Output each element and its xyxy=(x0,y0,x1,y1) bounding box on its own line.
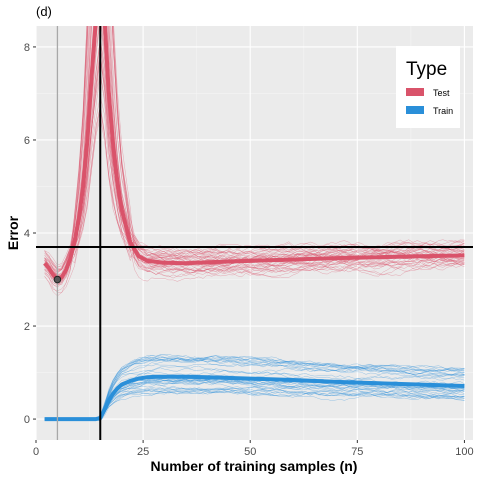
train-sample-curve xyxy=(44,354,465,420)
train-sample-curve xyxy=(44,365,465,420)
y-tick-label: 0 xyxy=(24,414,30,426)
panel-label: (d) xyxy=(36,4,52,19)
test-sample-curve xyxy=(44,109,465,297)
train-sample-curve xyxy=(44,386,465,420)
train-sample-curve xyxy=(44,357,465,420)
legend-label-test: Test xyxy=(433,88,450,98)
test-sample-curve xyxy=(44,73,465,283)
test-sample-curve xyxy=(44,96,465,286)
train-sample-curve xyxy=(44,354,465,420)
test-sample-curve xyxy=(44,26,465,275)
train-sample-curve xyxy=(44,386,465,420)
series-line-train xyxy=(44,374,465,422)
legend-title: Type xyxy=(406,59,447,80)
test-sample-curve xyxy=(44,26,465,268)
train-sample-curve xyxy=(44,355,465,420)
test-sample-curve xyxy=(44,26,465,292)
train-sample-curve xyxy=(44,358,465,420)
x-tick-label: 50 xyxy=(244,446,256,458)
test-sample-curve xyxy=(44,26,465,266)
train-sample-curve xyxy=(44,389,465,422)
train-sample-curve xyxy=(44,386,465,420)
train-sample-curve xyxy=(44,367,465,420)
series-lines xyxy=(43,26,465,422)
legend-label-train: Train xyxy=(433,106,453,116)
test-sample-curve xyxy=(44,26,465,293)
legend: Type Test Train xyxy=(396,46,460,128)
train-sample-curve xyxy=(44,355,465,420)
test-sample-curve xyxy=(44,26,465,282)
train-sample-curve xyxy=(44,358,465,420)
series-line-test xyxy=(43,26,465,282)
train-sample-curve xyxy=(44,356,465,420)
train-sample-curve xyxy=(44,358,465,420)
train-sample-curve xyxy=(44,357,465,420)
test-sample-curve xyxy=(44,71,465,273)
test-sample-curve xyxy=(44,26,465,284)
highlight-point xyxy=(53,275,62,284)
x-tick-label: 100 xyxy=(455,446,473,458)
train-sample-curve xyxy=(44,381,465,420)
test-sample-curve xyxy=(44,106,465,283)
train-sample-curve xyxy=(44,378,465,420)
train-sample-curve xyxy=(44,356,465,420)
major-gridlines xyxy=(35,26,473,440)
test-sample-curve xyxy=(44,26,465,269)
test-sample-curve xyxy=(44,26,465,285)
train-sample-curve xyxy=(44,388,465,420)
x-tick-label: 0 xyxy=(33,446,39,458)
train-sample-curve xyxy=(44,388,465,420)
y-axis-title: Error xyxy=(5,215,21,250)
train-sample-curve xyxy=(44,390,465,420)
y-tick-label: 4 xyxy=(24,228,30,240)
train-sample-curve xyxy=(44,370,465,420)
legend-box xyxy=(396,46,460,128)
y-tick-label: 8 xyxy=(24,42,30,54)
x-axis: 0 25 50 75 100 xyxy=(33,440,474,458)
train-sample-curve xyxy=(44,355,465,420)
test-sample-curve xyxy=(44,26,465,283)
y-tick-label: 2 xyxy=(24,321,30,333)
legend-key-train xyxy=(406,106,424,114)
train-sample-curve xyxy=(44,363,465,420)
x-axis-title: Number of training samples (n) xyxy=(151,458,358,474)
test-sample-curve xyxy=(44,26,465,272)
x-tick-label: 75 xyxy=(351,446,363,458)
train-sample-curve xyxy=(44,389,465,421)
legend-key-test xyxy=(406,88,424,96)
test-sample-curve xyxy=(44,26,465,285)
y-axis: 0 2 4 6 8 xyxy=(24,42,36,426)
x-tick-label: 25 xyxy=(137,446,149,458)
train-sample-curve xyxy=(44,379,465,420)
test-sample-curve xyxy=(44,26,465,271)
y-tick-label: 6 xyxy=(24,135,30,147)
test-sample-curve xyxy=(44,26,465,274)
train-sample-curve xyxy=(44,380,465,420)
train-sample-curve xyxy=(44,389,465,420)
